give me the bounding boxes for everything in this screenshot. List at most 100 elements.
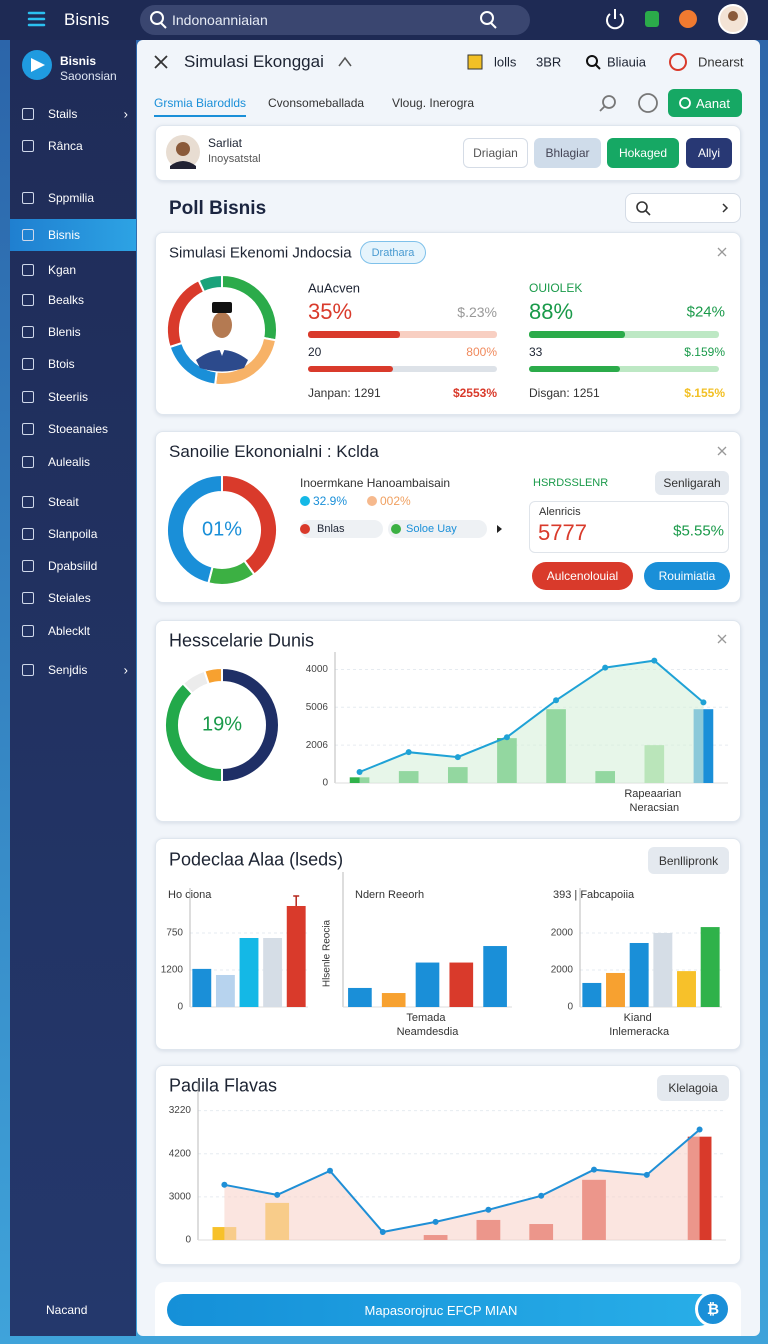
sidebar-footer[interactable]: Nacand	[46, 1303, 88, 1317]
action[interactable]: lolls	[494, 54, 517, 70]
sidebar-item[interactable]: Slanpoila	[10, 518, 136, 550]
sidebar-item[interactable]: Rânca	[10, 130, 136, 162]
logo	[22, 50, 52, 80]
button[interactable]: Klelagoia	[657, 1075, 729, 1101]
sidebar-item[interactable]: Stoeanaies	[10, 413, 136, 445]
badge: Drathara	[360, 241, 426, 264]
sidebar-icon	[22, 560, 34, 572]
button[interactable]: Hokaged	[607, 138, 679, 168]
sidebar-label: Rânca	[48, 139, 83, 153]
chip-label: Bnlas	[317, 523, 345, 535]
sidebar-label: Blenis	[48, 325, 81, 339]
card-title: Sanoilie Ekononialni : Kclda	[169, 442, 379, 461]
sidebar-icon	[22, 592, 34, 604]
sidebar-label: Steeriis	[48, 390, 89, 404]
action[interactable]: Dnearst	[698, 54, 744, 70]
sidebar-item[interactable]: Ablecklt	[10, 615, 136, 647]
sidebar-item[interactable]: Stails ›	[10, 98, 136, 130]
tab-underline	[154, 115, 246, 117]
sidebar-item[interactable]: Dpabsiild	[10, 550, 136, 582]
footer-icon[interactable]: ₿	[695, 1291, 731, 1327]
panel-title: Simulasi Ekonggai	[184, 52, 324, 71]
brand: Bisnis	[60, 54, 97, 68]
sidebar-label: Btois	[48, 357, 75, 371]
card-subtitle: Inoermkane Hanoambaisain	[300, 476, 451, 490]
sidebar-item[interactable]: Steait	[10, 486, 136, 518]
sidebar-item[interactable]: Btois	[10, 348, 136, 380]
button[interactable]: Driagian	[463, 138, 528, 168]
section-title: Poll Bisnis	[169, 198, 267, 219]
sidebar-item[interactable]: Aulealis	[10, 446, 136, 478]
action[interactable]: Bliauia	[607, 54, 647, 70]
tab-active[interactable]: Grsmia Biarodlds	[154, 96, 247, 110]
user-name: Sarliat	[208, 136, 243, 150]
action[interactable]: 3BR	[536, 54, 562, 70]
progress-track	[529, 331, 719, 338]
stat-sub-change: $.159%	[684, 345, 725, 359]
sidebar: Stails › Rânca Sppmilia Bisnis Kgan Bealks Blen…	[10, 40, 136, 1336]
sidebar-item[interactable]: Steeriis	[10, 381, 136, 413]
progress-track	[308, 331, 497, 338]
button[interactable]: Bhlagiar	[534, 138, 601, 168]
tag: HSRDSSLENR	[533, 477, 609, 489]
sidebar-item[interactable]: Bisnis	[10, 219, 136, 251]
footer-button[interactable]: Mapasorojruc EFCP MIAN	[167, 1294, 715, 1326]
card-title: Podeclaa Alaa (lseds)	[169, 849, 344, 870]
sidebar-icon	[22, 192, 34, 204]
cta-button[interactable]: Aanat	[668, 89, 742, 117]
sidebar-label: Steait	[48, 495, 79, 509]
chip[interactable]	[388, 520, 487, 538]
app-title: Bisnis	[64, 10, 110, 29]
sidebar-item[interactable]: Bealks	[10, 284, 136, 316]
stat-sub: 33	[529, 345, 543, 359]
sidebar-label: Aulealis	[48, 455, 91, 469]
stat-sub: 20	[308, 345, 322, 359]
chevron: ›	[123, 662, 128, 678]
button[interactable]: Aulcenolouial	[532, 562, 633, 590]
sidebar-item[interactable]: Steiales	[10, 582, 136, 614]
sidebar-label: Slanpoila	[48, 527, 98, 541]
stat-change: $.23%	[457, 304, 497, 320]
stat-value: 88%	[529, 299, 574, 324]
progress-track	[308, 366, 497, 372]
sidebar-icon	[22, 391, 34, 403]
stat-label: AuAcven	[308, 280, 361, 296]
legend-item: 002%	[380, 494, 411, 508]
sidebar-item[interactable]: Senjdis ›	[10, 654, 136, 686]
button[interactable]: Rouimiatia	[644, 562, 730, 590]
tab[interactable]: Cvonsomeballada	[268, 96, 365, 110]
sidebar-icon	[22, 108, 34, 120]
stat-footer: Disgan: 1251	[529, 386, 600, 400]
stat-value: 35%	[308, 299, 353, 324]
button[interactable]: Benllipronk	[648, 847, 729, 874]
section-search[interactable]	[625, 193, 741, 223]
sidebar-item[interactable]: Sppmilia	[10, 182, 136, 214]
chip[interactable]	[300, 520, 383, 538]
stat-footer-value: $2553%	[452, 386, 497, 400]
stat-change: $24%	[686, 303, 725, 321]
stat-footer-value: $.155%	[684, 386, 725, 400]
tab[interactable]: Vloug. Inerogra	[392, 96, 475, 110]
sidebar-label: Bealks	[48, 293, 85, 307]
stat-label: OUIOLEK	[529, 281, 583, 295]
progress-track	[529, 366, 719, 372]
sidebar-icon	[22, 528, 34, 540]
legend-item: 32.9%	[313, 494, 348, 508]
button[interactable]: Allyi	[686, 138, 732, 168]
card-title: Simulasi Ekenomi Jndocsia	[169, 244, 352, 262]
sidebar-item[interactable]: Kgan	[10, 254, 136, 286]
stat-value: 5777	[538, 520, 587, 545]
user-role: Inoysatstal	[208, 153, 261, 165]
sidebar-item[interactable]: Blenis	[10, 316, 136, 348]
sidebar-icon	[22, 625, 34, 637]
sidebar-icon	[22, 496, 34, 508]
sidebar-icon	[22, 326, 34, 338]
button[interactable]: Senligarah	[655, 471, 729, 495]
search-box[interactable]	[140, 5, 530, 35]
sidebar-label: Kgan	[48, 263, 77, 277]
sidebar-label: Bisnis	[48, 228, 81, 242]
sidebar-label: Stails	[48, 107, 78, 121]
stat-label: Alenricis	[539, 506, 581, 518]
card-title: Padila Flavas	[169, 1075, 278, 1096]
